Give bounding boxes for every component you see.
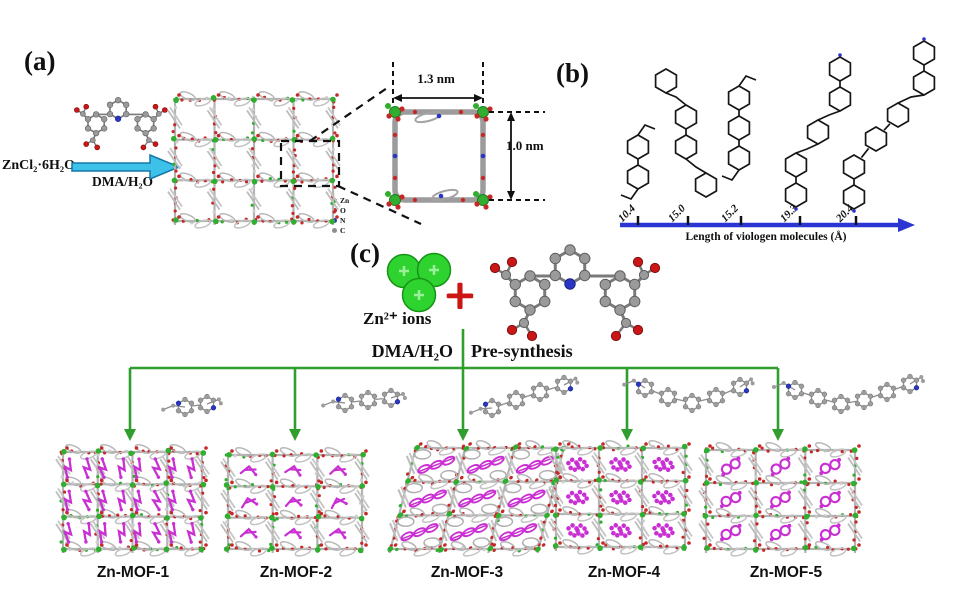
framework-structure-a xyxy=(167,91,341,229)
zinc-ion-spheres xyxy=(386,252,452,313)
viologen-molecules-panel xyxy=(620,37,936,213)
crystal-structure-zn-mof-3 xyxy=(387,440,571,557)
panel-a-label: (a) xyxy=(24,46,56,76)
length-axis xyxy=(620,216,915,232)
zn-color-dot xyxy=(332,198,337,203)
reactant-formula: ZnCl₂·6H₂O xyxy=(2,158,75,173)
legend-row-zn: Zn xyxy=(332,196,349,205)
c-color-dot xyxy=(332,228,337,233)
crystal-structure-zn-mof-5 xyxy=(698,442,863,557)
product-label-zn-mof-5: Zn-MOF-5 xyxy=(749,564,823,581)
product-label-zn-mof-2: Zn-MOF-2 xyxy=(259,564,333,581)
product-label-zn-mof-4: Zn-MOF-4 xyxy=(587,564,661,581)
synthesis-solvent-label: DMA/H₂O xyxy=(371,341,453,361)
legend-label: Zn xyxy=(340,195,350,205)
pore-height-label: 1.0 nm xyxy=(506,138,544,153)
panel-b-label: (b) xyxy=(556,58,589,88)
plus-icon: + xyxy=(444,266,476,326)
zinc-ions-label: Zn²⁺ ions xyxy=(363,309,432,328)
legend-label: O xyxy=(340,205,346,215)
ligand-molecule-large xyxy=(489,244,661,342)
crystal-structure-zn-mof-4 xyxy=(548,440,693,555)
product-label-zn-mof-1: Zn-MOF-1 xyxy=(96,564,170,581)
branch-viologen-molecules xyxy=(161,373,926,419)
legend-label: N xyxy=(340,215,346,225)
ligand-molecule-small xyxy=(74,96,168,151)
crystal-structure-zn-mof-2 xyxy=(220,447,370,557)
axis-title: Length of viologen molecules (Å) xyxy=(685,231,847,243)
reaction-solvent-label: DMA/H₂O xyxy=(92,174,154,189)
presynthesis-label: Pre-synthesis xyxy=(471,341,573,361)
panel-c-label: (c) xyxy=(350,238,380,268)
legend-label: C xyxy=(340,225,346,235)
legend-row-c: C xyxy=(332,226,349,235)
product-label-zn-mof-3: Zn-MOF-3 xyxy=(430,564,504,581)
reaction-arrow-icon xyxy=(71,153,181,181)
pore-structure-view xyxy=(385,62,545,210)
crystal-structure-zn-mof-1 xyxy=(55,444,210,557)
synthesis-branch-arrows xyxy=(124,329,784,441)
pore-width-label: 1.3 nm xyxy=(417,71,455,86)
